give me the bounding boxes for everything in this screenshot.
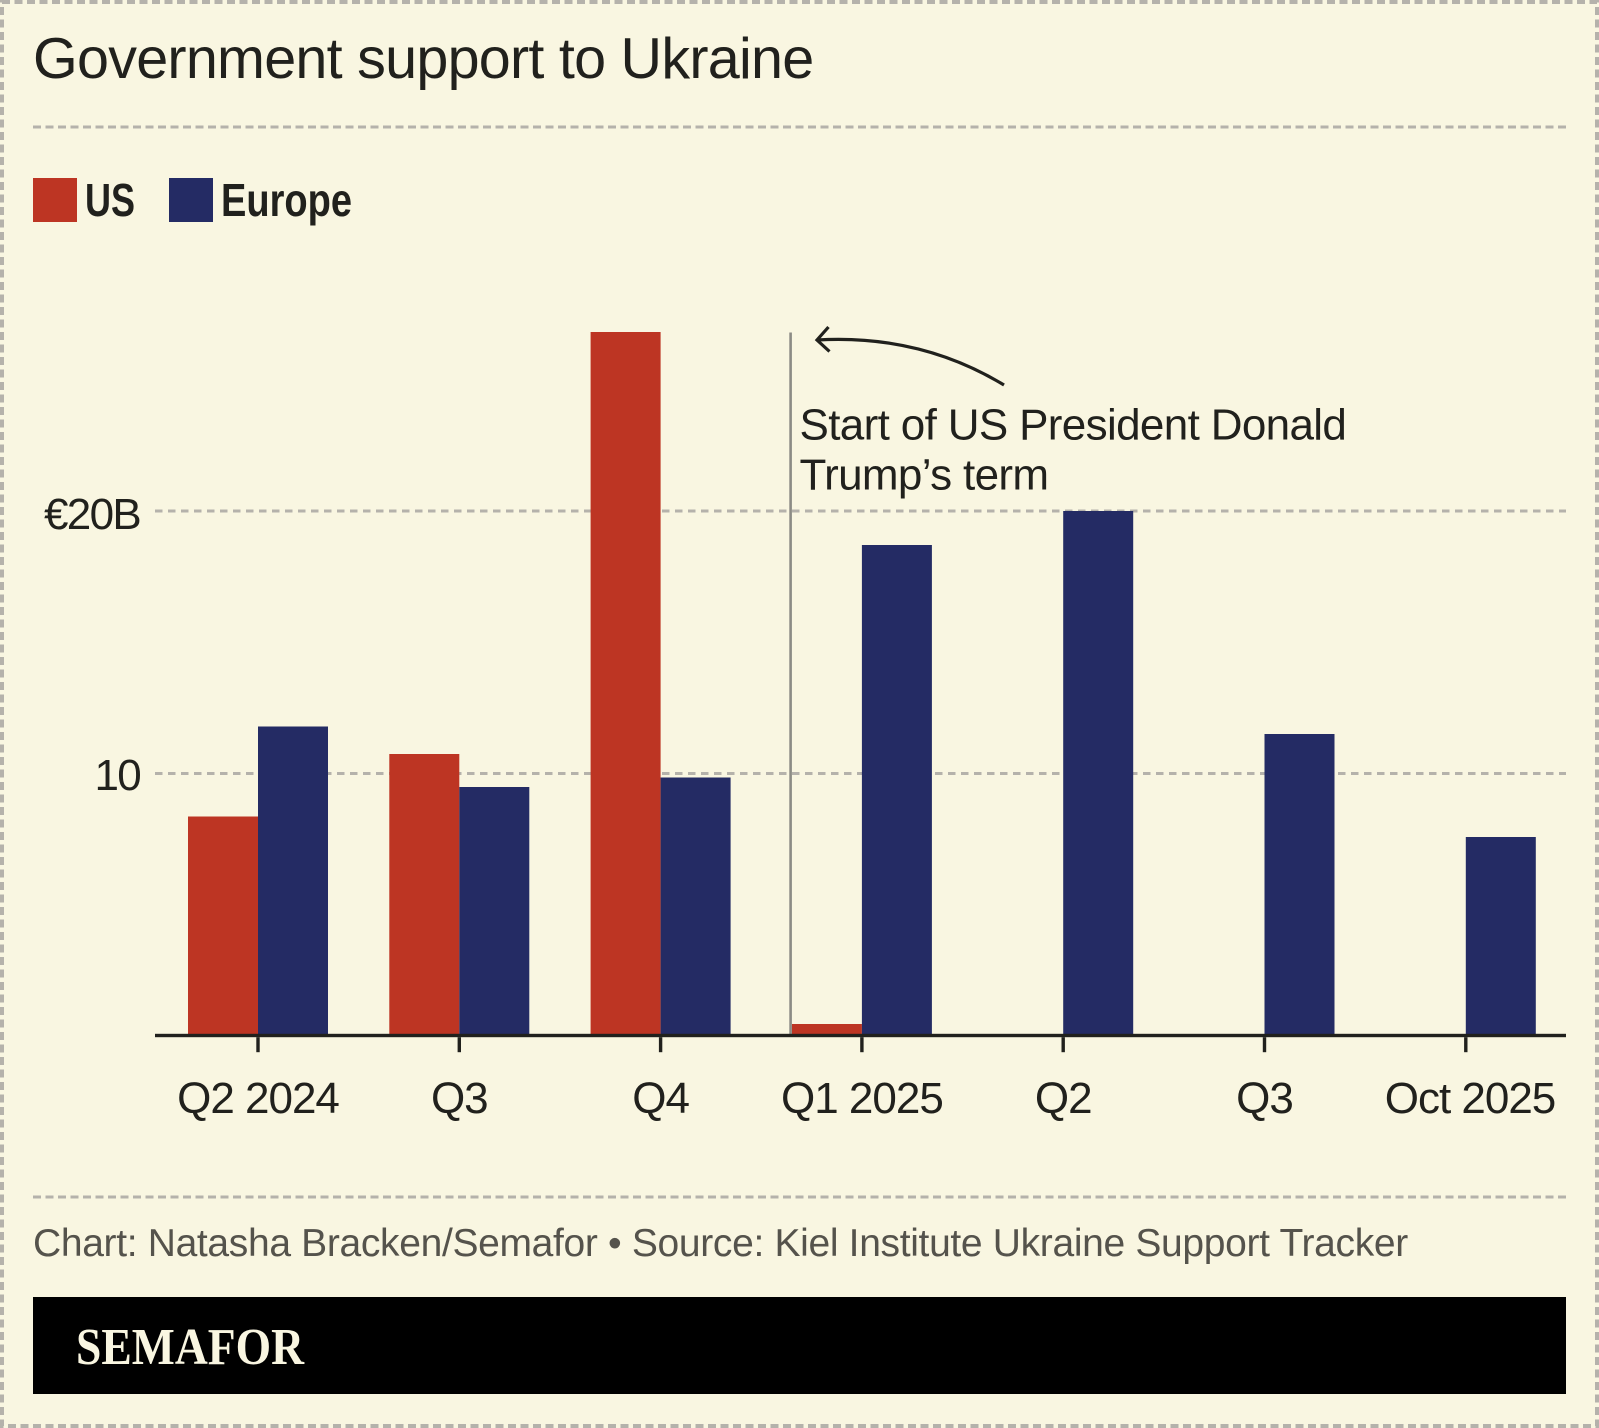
svg-text:Oct 2025: Oct 2025 bbox=[1385, 1074, 1556, 1123]
svg-text:Q3: Q3 bbox=[1236, 1074, 1293, 1123]
svg-text:10: 10 bbox=[94, 751, 140, 800]
svg-text:Q3: Q3 bbox=[431, 1074, 488, 1123]
svg-text:Chart: Natasha Bracken/Semafor: Chart: Natasha Bracken/Semafor • Source:… bbox=[33, 1222, 1408, 1265]
svg-text:Government support to Ukraine: Government support to Ukraine bbox=[33, 27, 813, 91]
svg-text:Q2: Q2 bbox=[1035, 1074, 1092, 1123]
svg-text:€20B: €20B bbox=[44, 490, 140, 539]
svg-text:US: US bbox=[85, 174, 135, 226]
svg-text:Q2 2024: Q2 2024 bbox=[177, 1074, 339, 1123]
svg-text:SEMAFOR: SEMAFOR bbox=[76, 1319, 305, 1376]
svg-text:Q1 2025: Q1 2025 bbox=[781, 1074, 943, 1123]
svg-text:Q4: Q4 bbox=[632, 1074, 689, 1123]
svg-text:Europe: Europe bbox=[221, 174, 352, 226]
svg-text:Start of US President Donald: Start of US President Donald bbox=[800, 401, 1347, 450]
svg-text:Trump’s term: Trump’s term bbox=[800, 451, 1049, 500]
